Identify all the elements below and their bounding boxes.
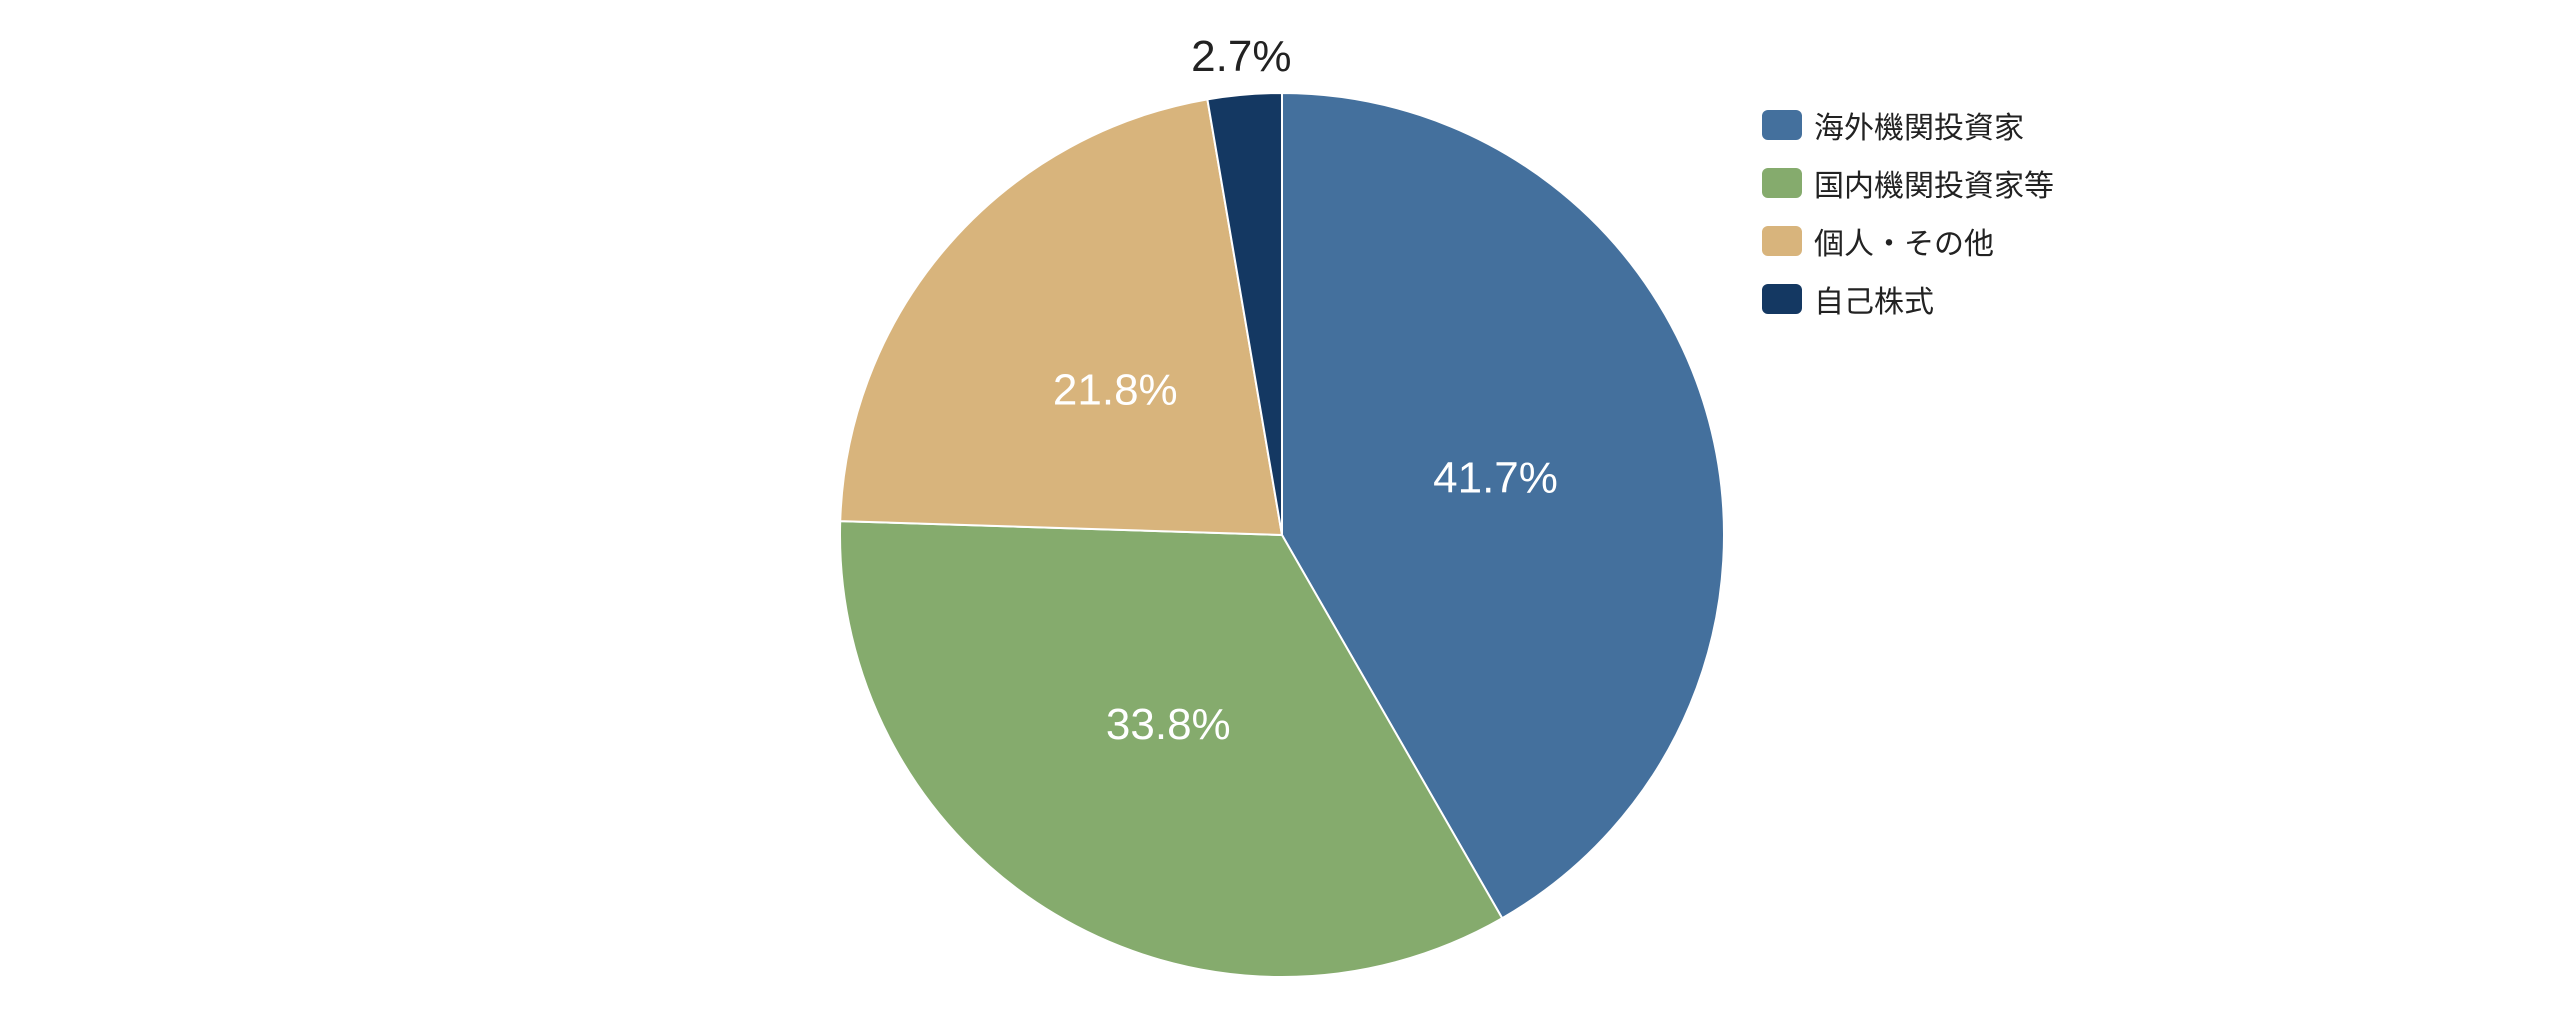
data-label: 21.8% bbox=[1053, 365, 1178, 414]
legend-label: 自己株式 bbox=[1814, 285, 1934, 320]
slice-domestic-institutional bbox=[839, 520, 1504, 978]
pie-slices bbox=[839, 92, 1725, 978]
legend-item-overseas-institutional: 海外機関投資家 bbox=[1762, 96, 2054, 154]
pie-data-labels: 41.7% 33.8% 21.8% 2.7% bbox=[1053, 32, 1558, 749]
data-label: 2.7% bbox=[1191, 32, 1291, 81]
legend-item-individuals-other: 個人・その他 bbox=[1762, 212, 2054, 270]
legend-label: 海外機関投資家 bbox=[1814, 111, 2024, 146]
data-label: 33.8% bbox=[1106, 700, 1231, 749]
legend: 海外機関投資家 国内機関投資家等 個人・その他 自己株式 bbox=[1762, 96, 2054, 328]
slice-individuals-other bbox=[839, 98, 1283, 536]
legend-item-domestic-institutional: 国内機関投資家等 bbox=[1762, 154, 2054, 212]
legend-swatch bbox=[1762, 226, 1802, 256]
legend-swatch bbox=[1762, 168, 1802, 198]
legend-label: 個人・その他 bbox=[1814, 227, 1994, 262]
legend-swatch bbox=[1762, 284, 1802, 314]
slice-overseas-institutional bbox=[1281, 92, 1725, 920]
legend-label: 国内機関投資家等 bbox=[1814, 169, 2054, 204]
slice-treasury-stock bbox=[1206, 92, 1283, 536]
data-label: 41.7% bbox=[1433, 454, 1558, 503]
legend-swatch bbox=[1762, 110, 1802, 140]
legend-item-treasury-stock: 自己株式 bbox=[1762, 270, 2054, 328]
